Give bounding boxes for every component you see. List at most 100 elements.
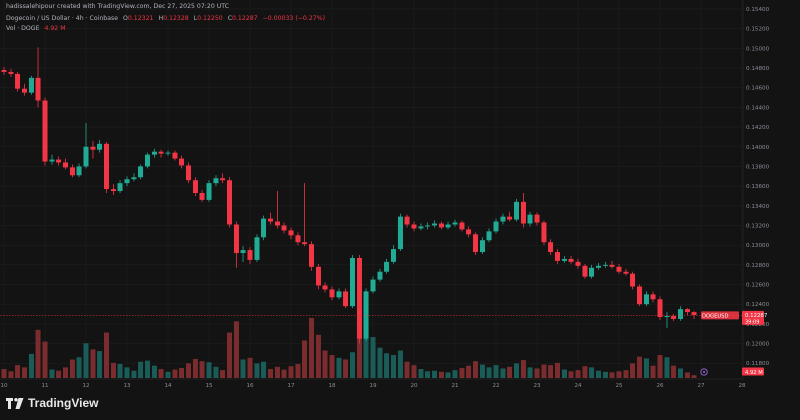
candle-body <box>247 250 253 260</box>
candle-body <box>527 214 533 224</box>
candle-body <box>356 257 362 339</box>
x-tick-label: 22 <box>492 383 499 389</box>
candle-body <box>582 265 588 277</box>
volume-bar <box>404 361 410 378</box>
volume-bar <box>165 371 171 378</box>
volume-label: Vol · DOGE <box>6 25 40 32</box>
x-tick-label: 25 <box>615 383 623 389</box>
candle-body <box>110 189 116 192</box>
x-tick-label: 13 <box>123 383 131 389</box>
volume-bar <box>595 370 602 378</box>
candle-body <box>35 77 41 101</box>
volume-bar <box>138 361 144 378</box>
candle-body <box>650 294 656 300</box>
volume-bar <box>213 366 219 378</box>
volume-bar <box>233 321 239 378</box>
candle-body <box>636 286 643 305</box>
volume-bar <box>677 368 684 378</box>
y-tick-label: 0.12200 <box>746 322 770 328</box>
volume-bar <box>206 362 212 378</box>
candle-body <box>643 294 649 305</box>
y-tick-label: 0.13400 <box>746 204 770 210</box>
volume-bar <box>418 369 424 378</box>
volume-bar <box>240 359 246 378</box>
volume-bar <box>691 375 697 378</box>
brand-name: TradingView <box>28 396 99 410</box>
candle-body <box>192 180 198 193</box>
candle-body <box>438 223 444 228</box>
volume-bar <box>554 362 561 378</box>
candle-body <box>90 146 96 150</box>
candle-body <box>411 224 417 229</box>
candle-body <box>213 178 219 184</box>
y-tick-label: 0.12800 <box>746 263 770 269</box>
volume-bar <box>343 359 349 378</box>
volume-bar <box>83 343 89 378</box>
volume-bar <box>42 341 48 378</box>
x-tick-label: 14 <box>164 383 172 389</box>
candle-body <box>616 266 622 272</box>
candle-body <box>677 309 684 319</box>
candle-body <box>684 309 690 313</box>
y-tick-label: 0.13800 <box>746 164 770 170</box>
volume-bar <box>274 366 280 378</box>
tradingview-brand[interactable]: TradingView <box>6 396 98 410</box>
candle-body <box>8 71 14 74</box>
volume-bar <box>117 363 123 378</box>
y-tick-label: 0.15200 <box>746 27 770 33</box>
candle-body <box>97 143 103 150</box>
candle-body <box>657 299 663 317</box>
y-tick-label: 0.14800 <box>746 66 770 72</box>
candle-body <box>220 178 226 181</box>
volume-bar <box>281 369 287 378</box>
x-tick-label: 11 <box>41 383 49 389</box>
volume-bar <box>103 332 110 378</box>
x-tick-label: 17 <box>287 383 295 389</box>
volume-bar <box>302 340 308 378</box>
price-axis[interactable]: 0.15400 0.15200 0.15000 0.14800 0.14600 0.144… <box>746 7 770 367</box>
time-axis[interactable]: 10 11 12 13 14 15 16 17 18 19 20 21 22 23 24 25 26 27 28 <box>0 383 746 389</box>
candle-body <box>343 291 349 307</box>
symbol-legend[interactable]: Dogecoin / US Dollar · 4h · Coinbase O0.… <box>6 15 325 22</box>
volume-bar <box>479 364 485 378</box>
candle-body <box>138 166 144 178</box>
volume-bar <box>534 368 540 378</box>
replay-target-icon <box>700 368 708 376</box>
candle-body <box>315 266 321 286</box>
bar-countdown: 39:09 <box>745 319 759 325</box>
candle-body <box>554 252 561 261</box>
y-tick-label: 0.13200 <box>746 223 770 229</box>
volume-bar <box>527 367 533 378</box>
candle-body <box>336 291 342 298</box>
volume-bar <box>185 363 192 378</box>
volume-bar <box>56 370 62 378</box>
volume-bar <box>62 367 69 378</box>
volume-bar <box>76 357 82 378</box>
volume-bar <box>459 367 465 378</box>
symbol-title: Dogecoin / US Dollar · 4h · Coinbase <box>6 15 119 22</box>
x-tick-label: 10 <box>0 383 8 389</box>
candle-body <box>575 261 581 266</box>
candle-body <box>370 279 376 292</box>
candle-body <box>240 250 246 254</box>
candle-body <box>541 222 547 243</box>
candle-body <box>664 316 670 317</box>
volume-bar <box>438 371 444 378</box>
replay-target-icon-dot <box>703 371 706 373</box>
volume-legend[interactable]: Vol · DOGE 4.92 M <box>6 25 66 32</box>
candle-body <box>459 222 465 230</box>
x-tick-label: 21 <box>451 383 459 389</box>
candle-body <box>425 225 431 227</box>
candle-body <box>56 159 62 163</box>
volume-bar <box>1 369 7 378</box>
candle-body <box>486 231 492 241</box>
candle-body <box>377 271 383 280</box>
volume-bar <box>493 365 499 378</box>
candle-body <box>21 88 28 93</box>
y-tick-label: 0.12600 <box>746 283 770 289</box>
candle-body <box>479 240 485 253</box>
volume-bar <box>472 361 479 378</box>
